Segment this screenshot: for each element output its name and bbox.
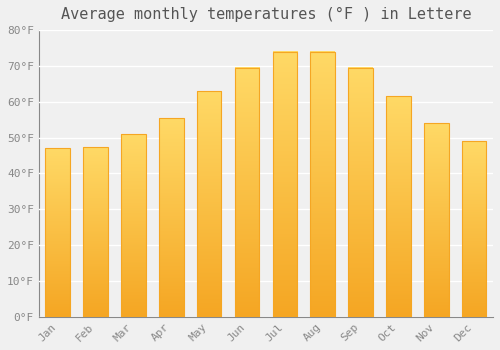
Bar — [84, 147, 108, 317]
Bar — [462, 141, 486, 317]
Bar — [272, 51, 297, 317]
Bar — [386, 96, 410, 317]
Bar — [197, 91, 222, 317]
Bar — [159, 118, 184, 317]
Title: Average monthly temperatures (°F ) in Lettere: Average monthly temperatures (°F ) in Le… — [60, 7, 471, 22]
Bar — [46, 148, 70, 317]
Bar — [234, 68, 260, 317]
Bar — [348, 68, 373, 317]
Bar — [310, 51, 335, 317]
Bar — [424, 123, 448, 317]
Bar — [121, 134, 146, 317]
